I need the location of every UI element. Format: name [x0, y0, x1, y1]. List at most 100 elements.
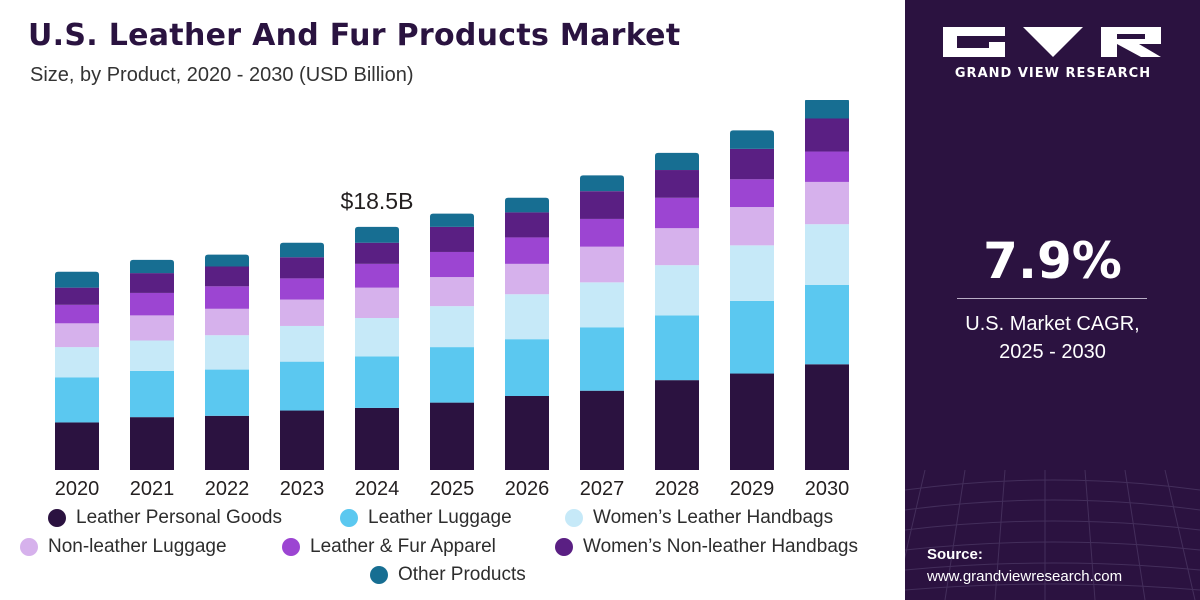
bar-segment — [580, 327, 624, 391]
bar-segment — [130, 292, 174, 316]
bar-segment — [580, 175, 624, 192]
bar-segment — [805, 224, 849, 285]
bar-segment — [205, 369, 249, 416]
bar-segment — [130, 259, 174, 274]
x-tick-label: 2025 — [430, 478, 475, 500]
legend-label: Leather & Fur Apparel — [310, 536, 496, 557]
bar-segment — [430, 402, 474, 470]
x-tick-label: 2021 — [130, 478, 175, 500]
bar-segment — [355, 287, 399, 319]
stacked-bar-chart: 2020 2021 2022 2023 2024 $18.5B 2025 2026 2027 20… — [55, 100, 850, 500]
bar-segment — [55, 287, 99, 305]
legend-swatch — [340, 509, 358, 527]
bar-segment — [430, 213, 474, 227]
chart-legend: Leather Personal Goods Leather Luggage Wom… — [20, 505, 900, 600]
bar-segment — [55, 323, 99, 348]
bar-segment — [505, 294, 549, 340]
bar-segment — [130, 370, 174, 418]
bar-segment — [55, 271, 99, 288]
legend-label: Leather Luggage — [368, 507, 512, 528]
legend-swatch — [370, 566, 388, 584]
bar-segment — [130, 273, 174, 293]
bar-segment — [730, 373, 774, 470]
bar-segment — [280, 410, 324, 470]
source-link[interactable]: www.grandviewresearch.com — [927, 568, 1123, 585]
bar-segment — [805, 181, 849, 225]
x-tick-label: 2020 — [55, 478, 100, 500]
x-tick-label: 2022 — [205, 478, 250, 500]
cagr-label-line-1: U.S. Market CAGR, — [965, 313, 1140, 335]
x-tick-label: 2023 — [280, 478, 325, 500]
bar-segment — [730, 245, 774, 301]
legend-item: Leather & Fur Apparel — [282, 536, 496, 558]
bar-segment — [805, 118, 849, 152]
bar-segment — [430, 226, 474, 252]
legend-item: Leather Personal Goods — [48, 507, 282, 529]
legend-label: Leather Personal Goods — [76, 507, 282, 528]
bar-segment — [280, 257, 324, 279]
x-tick-label: 2027 — [580, 478, 625, 500]
legend-item: Other Products — [370, 564, 526, 586]
cagr-label: U.S. Market CAGR, 2025 - 2030 — [905, 310, 1200, 366]
bar-segment — [805, 285, 849, 365]
bar-segment — [205, 308, 249, 336]
bar-segment — [505, 263, 549, 295]
bar-segment — [280, 325, 324, 362]
bar-segment — [355, 318, 399, 357]
legend-label: Other Products — [398, 564, 526, 585]
bar-segment — [730, 148, 774, 180]
sidebar: GRAND VIEW RESEARCH 7.9% U.S. Market CAG… — [905, 0, 1200, 600]
bar-segment — [205, 415, 249, 470]
bar-segment — [55, 347, 99, 378]
bar-segment — [505, 396, 549, 470]
x-tick-label: 2030 — [805, 478, 850, 500]
bar-segment — [505, 237, 549, 264]
bar-segment — [430, 306, 474, 348]
bar-segment — [505, 339, 549, 396]
legend-swatch — [48, 509, 66, 527]
bar-segment — [655, 265, 699, 316]
legend-item: Women’s Non-leather Handbags — [555, 536, 858, 558]
bar-segment — [655, 152, 699, 171]
cagr-value: 7.9% — [983, 232, 1122, 290]
bar-segment — [205, 254, 249, 267]
bar-segment — [430, 277, 474, 307]
cagr-label-line-2: 2025 - 2030 — [999, 341, 1106, 363]
legend-item: Women’s Leather Handbags — [565, 507, 833, 529]
chart-subtitle: Size, by Product, 2020 - 2030 (USD Billi… — [30, 64, 414, 86]
source-label: Source: — [927, 546, 983, 563]
bar-segment — [580, 282, 624, 328]
bar-segment — [280, 278, 324, 300]
bar-segment — [430, 251, 474, 278]
bar-segment — [355, 356, 399, 408]
bar-segment — [805, 151, 849, 182]
legend-item: Leather Luggage — [340, 507, 512, 529]
bar-segment — [505, 197, 549, 213]
grid-pattern-decoration — [905, 470, 1200, 600]
legend-label: Women’s Non-leather Handbags — [583, 536, 858, 557]
bar-segment — [130, 315, 174, 341]
bar-segment — [655, 197, 699, 229]
x-tick-label: 2024 — [355, 478, 400, 500]
cagr-divider — [957, 298, 1147, 299]
bar-segment — [130, 417, 174, 470]
x-tick-label: 2026 — [505, 478, 550, 500]
legend-label: Non-leather Luggage — [48, 536, 227, 557]
bar-segment — [280, 242, 324, 258]
bar-segment — [205, 335, 249, 370]
chart-title: U.S. Leather And Fur Products Market — [28, 18, 681, 53]
bar-segment — [580, 390, 624, 470]
value-annotation: $18.5B — [341, 188, 414, 214]
legend-swatch — [565, 509, 583, 527]
bar-segment — [655, 170, 699, 198]
chart-panel: U.S. Leather And Fur Products Market Siz… — [20, 18, 900, 600]
bar-segment — [505, 212, 549, 238]
bar-segment — [655, 228, 699, 266]
bar-segment — [205, 266, 249, 287]
bar-segment — [730, 130, 774, 149]
bar-segment — [55, 377, 99, 423]
legend-label: Women’s Leather Handbags — [593, 507, 834, 528]
bar-segment — [655, 380, 699, 470]
bar-segment — [730, 179, 774, 208]
bar-segment — [355, 407, 399, 470]
